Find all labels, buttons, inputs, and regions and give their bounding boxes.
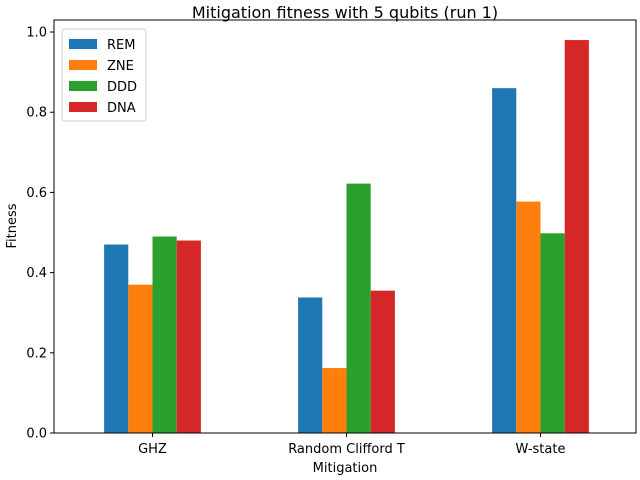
y-axis-label: Fitness (5, 203, 20, 248)
x-tick-label: GHZ (138, 442, 167, 457)
legend: REM ZNE DDD DNA (61, 28, 147, 122)
y-tick-label: 0.8 (26, 106, 47, 121)
bar-rem-ghz (104, 244, 129, 433)
legend-label-rem: REM (107, 38, 135, 53)
bar-ddd-w-state (540, 233, 565, 433)
x-tick-label: Random Clifford T (288, 442, 405, 457)
legend-swatch-rem (69, 39, 97, 49)
y-tick-label: 0.0 (26, 427, 47, 442)
legend-swatch-dna (69, 102, 97, 112)
legend-label-zne: ZNE (107, 59, 134, 74)
x-axis-label: Mitigation (313, 461, 378, 476)
bar-zne-w-state (516, 201, 541, 433)
bar-zne-ghz (128, 284, 153, 433)
bar-dna-random-clifford-t (370, 290, 395, 433)
bar-ddd-random-clifford-t (346, 183, 371, 433)
x-tick-label: W-state (516, 442, 566, 457)
legend-swatch-ddd (69, 81, 97, 91)
legend-label-ddd: DDD (107, 80, 137, 95)
x-axis: GHZ Random Clifford T W-state (138, 433, 565, 457)
y-tick-label: 1.0 (26, 26, 47, 41)
bar-rem-w-state (492, 88, 517, 434)
chart-title: Mitigation fitness with 5 qubits (run 1) (192, 3, 498, 22)
plot-frame (53, 19, 637, 434)
y-tick-label: 0.2 (26, 346, 47, 361)
y-tick-label: 0.4 (26, 266, 47, 281)
bar-dna-ghz (176, 240, 201, 433)
legend-box (61, 28, 147, 122)
y-tick-label: 0.6 (26, 186, 47, 201)
legend-label-dna: DNA (107, 101, 136, 116)
bar-dna-w-state (564, 40, 589, 434)
bar-zne-random-clifford-t (322, 368, 347, 433)
bar-rem-random-clifford-t (298, 297, 323, 433)
y-axis: 0.0 0.2 0.4 0.6 0.8 1.0 (26, 26, 54, 442)
legend-swatch-zne (69, 60, 97, 70)
bars-group (104, 40, 589, 434)
bar-ddd-ghz (152, 236, 177, 433)
